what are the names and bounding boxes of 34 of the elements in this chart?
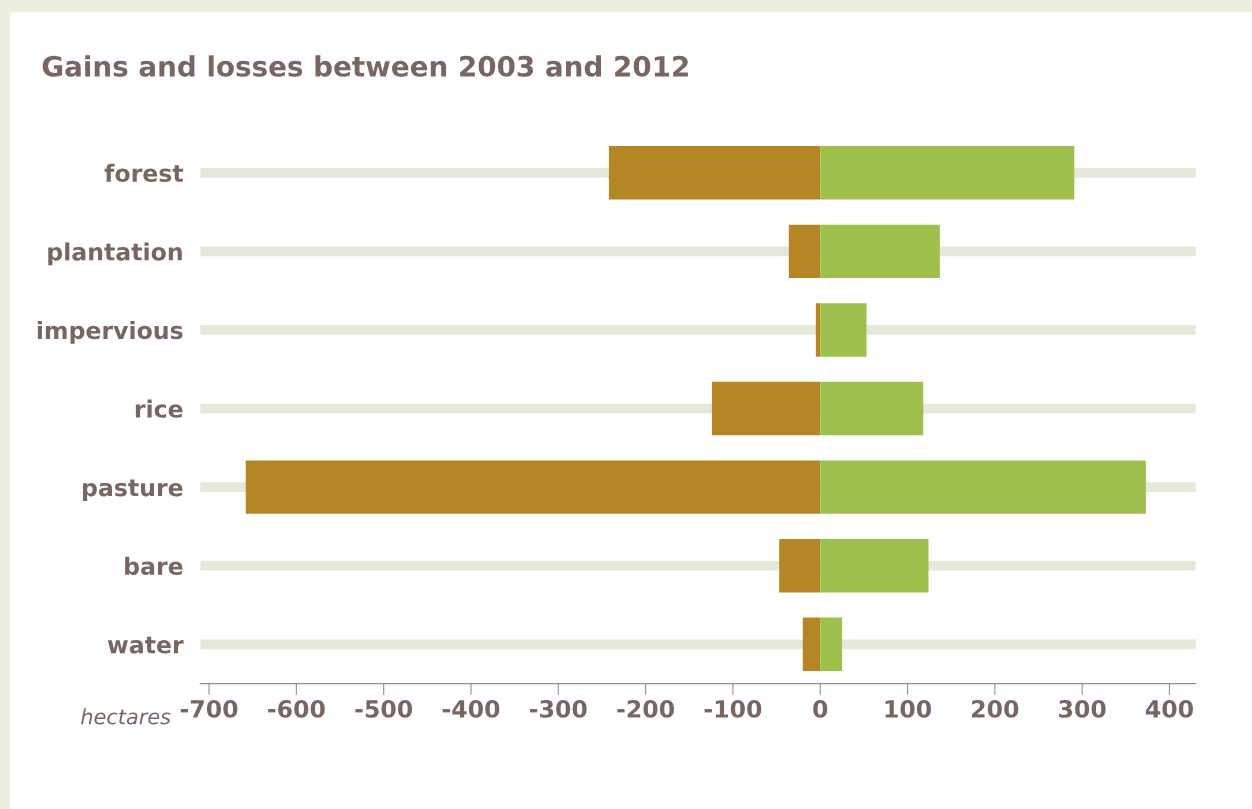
y-tick-label: forest bbox=[104, 163, 184, 183]
bar bbox=[820, 224, 940, 279]
bar bbox=[815, 303, 821, 357]
x-tick-label: 200 bbox=[972, 699, 1019, 718]
bar bbox=[779, 539, 821, 593]
bar bbox=[820, 617, 843, 672]
x-tick-label: 0 bbox=[813, 699, 828, 718]
y-tick-label: water bbox=[107, 636, 184, 654]
bar bbox=[820, 539, 929, 593]
x-tick-label: -200 bbox=[617, 699, 675, 718]
y-tick-label: plantation bbox=[48, 242, 182, 266]
bar bbox=[820, 146, 1075, 200]
chart-title: Gains and losses between 2003 and 2012 bbox=[42, 55, 688, 77]
x-tick-label: 100 bbox=[885, 699, 932, 718]
x-tick-label: -300 bbox=[530, 699, 587, 718]
x-tick-label: -100 bbox=[704, 699, 762, 718]
x-tick-label: 300 bbox=[1059, 699, 1106, 718]
y-tick-label: pasture bbox=[83, 479, 183, 502]
x-tick-label: -600 bbox=[268, 699, 325, 718]
bar bbox=[788, 224, 821, 279]
x-tick-label: -400 bbox=[442, 699, 500, 718]
bar bbox=[820, 381, 924, 436]
x-axis-title: hectares bbox=[81, 708, 171, 725]
x-tick-label: -700 bbox=[180, 699, 238, 718]
bar bbox=[820, 460, 1146, 514]
y-tick-label: rice bbox=[135, 399, 183, 418]
bar bbox=[820, 303, 867, 357]
x-tick-label: -500 bbox=[355, 699, 413, 718]
y-tick-label: bare bbox=[125, 556, 183, 576]
bar bbox=[802, 617, 821, 672]
bar bbox=[608, 146, 821, 200]
y-tick-label: impervious bbox=[37, 320, 183, 344]
x-tick-label: 400 bbox=[1145, 699, 1193, 718]
bar bbox=[711, 381, 821, 436]
